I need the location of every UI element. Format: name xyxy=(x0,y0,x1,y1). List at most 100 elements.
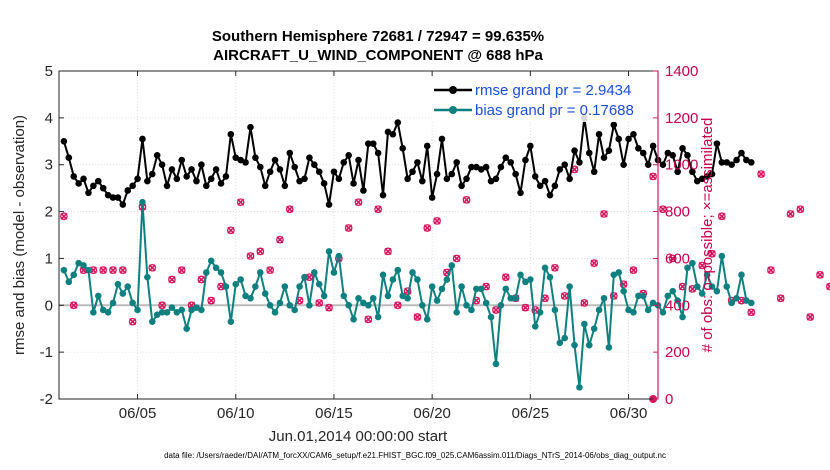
bias-point xyxy=(512,294,519,302)
bias-point xyxy=(600,294,608,302)
obs-possible-marker xyxy=(158,301,166,310)
rmse-point xyxy=(276,166,284,173)
bias-point xyxy=(728,299,735,307)
bias-point xyxy=(453,309,460,316)
rmse-point xyxy=(124,187,132,194)
obs-assimilated-marker xyxy=(551,264,559,272)
obs-assimilated-marker xyxy=(413,313,421,321)
obs-marker xyxy=(128,317,137,326)
rmse-point xyxy=(443,175,451,183)
obs-marker xyxy=(717,212,726,221)
rmse-point xyxy=(576,159,583,166)
rmse-point xyxy=(600,154,608,161)
bias-point xyxy=(649,299,657,307)
rmse-point xyxy=(590,168,598,176)
bias-point xyxy=(384,292,392,300)
bias-point xyxy=(99,306,107,314)
rmse-point xyxy=(168,166,176,173)
rmse-point xyxy=(320,180,328,187)
rmse-point xyxy=(80,175,87,183)
rmse-point xyxy=(698,175,706,183)
bias-point xyxy=(561,334,569,342)
bias-point xyxy=(188,306,195,314)
bias-point xyxy=(556,339,564,347)
rmse-point xyxy=(693,177,701,185)
bias-point xyxy=(625,306,632,314)
bias-point xyxy=(713,287,721,295)
obs-possible-marker xyxy=(393,301,402,310)
obs-marker xyxy=(256,247,265,256)
rmse-point xyxy=(659,161,667,169)
bias-point xyxy=(404,294,411,302)
obs-marker xyxy=(226,226,235,235)
rmse-point xyxy=(664,149,672,157)
obs-marker xyxy=(492,306,500,314)
legend[interactable]: rmse grand pr = 2.9434 bias grand pr = 0… xyxy=(430,78,650,122)
obs-marker xyxy=(433,217,441,225)
bias-point xyxy=(581,320,588,328)
rmse-point xyxy=(546,191,554,199)
obs-marker xyxy=(315,299,324,307)
x-tick-label: 06/05 xyxy=(119,405,157,422)
obs-marker xyxy=(393,301,402,310)
bias-point xyxy=(301,273,308,281)
rmse-point xyxy=(689,168,696,176)
rmse-point xyxy=(306,154,313,161)
obs-assimilated-marker xyxy=(129,318,137,326)
obs-marker xyxy=(708,249,716,258)
bias-point xyxy=(242,292,249,300)
rmse-point xyxy=(708,170,716,178)
obs-marker xyxy=(462,196,471,204)
obs-assimilated-marker xyxy=(708,250,716,258)
obs-marker xyxy=(285,205,294,214)
x-axis: 06/05 06/10 06/15 06/20 06/25 06/30 xyxy=(119,71,648,422)
obs-assimilated-marker xyxy=(70,301,78,309)
rmse-point xyxy=(330,168,338,176)
obs-possible-marker xyxy=(69,301,78,310)
obs-marker xyxy=(364,315,373,324)
bias-point xyxy=(448,262,456,269)
obs-assimilated-marker xyxy=(148,264,156,272)
bias-point xyxy=(610,271,618,279)
rmse-point xyxy=(252,154,259,161)
obs-marker xyxy=(374,205,382,214)
bias-point xyxy=(463,301,470,309)
bias-point xyxy=(232,280,240,288)
obs-assimilated-marker xyxy=(816,271,824,279)
y-tick-label: 1 xyxy=(45,250,53,267)
rmse-point xyxy=(551,182,559,190)
obs-possible-marker xyxy=(374,205,382,214)
bias-point xyxy=(492,360,500,368)
obs-possible-marker xyxy=(816,270,824,279)
rmse-point xyxy=(468,163,475,171)
rmse-point xyxy=(487,177,495,185)
rmse-point xyxy=(153,152,161,159)
rmse-point xyxy=(630,130,637,138)
rmse-point xyxy=(222,173,230,180)
rmse-point xyxy=(512,170,519,178)
bias-point xyxy=(639,292,647,300)
x-tick-label: 06/30 xyxy=(610,405,648,422)
rmse-point xyxy=(536,182,544,190)
obs-marker xyxy=(629,266,638,274)
obs-possible-marker xyxy=(492,306,500,314)
obs-assimilated-marker xyxy=(315,299,323,307)
rmse-point xyxy=(649,142,657,150)
rmse-point xyxy=(109,194,117,201)
bias-point xyxy=(517,271,524,279)
bias-point xyxy=(217,269,225,276)
bias-point xyxy=(291,306,298,314)
obs-assimilated-marker xyxy=(757,170,765,178)
obs-assimilated-marker xyxy=(561,292,569,300)
bias-point xyxy=(693,283,701,290)
obs-assimilated-marker xyxy=(158,301,166,309)
obs-assimilated-marker xyxy=(777,294,785,302)
obs-assimilated-marker xyxy=(354,198,363,206)
obs-assimilated-marker xyxy=(521,304,529,312)
rmse-point xyxy=(119,201,127,208)
rmse-point xyxy=(114,194,122,201)
obs-possible-marker xyxy=(433,217,441,225)
obs-assimilated-marker xyxy=(590,259,598,267)
bias-point xyxy=(85,266,92,274)
